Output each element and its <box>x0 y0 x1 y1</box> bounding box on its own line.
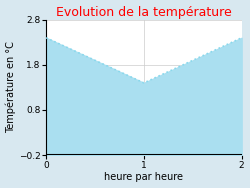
Y-axis label: Température en °C: Température en °C <box>6 42 16 133</box>
Title: Evolution de la température: Evolution de la température <box>56 6 232 19</box>
X-axis label: heure par heure: heure par heure <box>104 172 184 182</box>
